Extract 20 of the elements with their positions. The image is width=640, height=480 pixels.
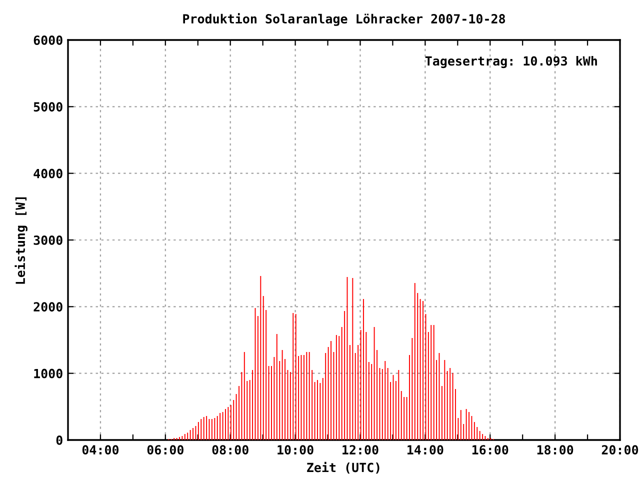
y-axis-title: Leistung [W] bbox=[14, 197, 28, 284]
chart-title: Produktion Solaranlage Löhracker 2007-10-28 bbox=[183, 13, 506, 26]
y-tick-label: 0 bbox=[56, 435, 62, 445]
y-tick-label: 1000 bbox=[34, 368, 62, 378]
x-tick-label: 20:00 bbox=[602, 445, 638, 455]
x-tick-label: 12:00 bbox=[342, 445, 378, 455]
x-tick-label: 04:00 bbox=[82, 445, 119, 455]
x-tick-label: 14:00 bbox=[408, 445, 444, 455]
y-tick-label: 4000 bbox=[34, 168, 62, 178]
annotation: Tagesertrag: 10.093 kWh bbox=[425, 56, 597, 68]
x-tick-label: 08:00 bbox=[212, 445, 248, 455]
y-tick-label: 6000 bbox=[34, 35, 62, 45]
x-tick-label: 18:00 bbox=[537, 445, 574, 455]
y-tick-label: 5000 bbox=[34, 102, 62, 112]
y-tick-label: 3000 bbox=[34, 235, 62, 245]
x-tick-label: 06:00 bbox=[147, 445, 184, 455]
x-axis-title: Zeit (UTC) bbox=[307, 462, 380, 474]
x-tick-label: 16:00 bbox=[472, 445, 508, 455]
y-tick-label: 2000 bbox=[34, 302, 62, 312]
x-tick-label: 10:00 bbox=[278, 445, 314, 455]
